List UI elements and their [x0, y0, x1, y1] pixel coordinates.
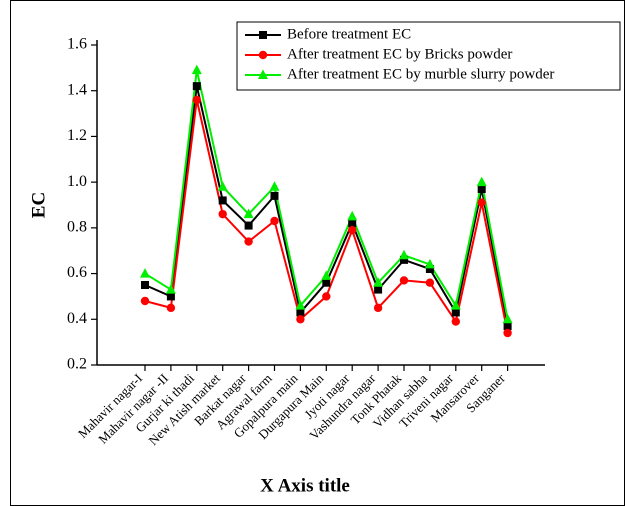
data-point	[348, 225, 357, 235]
data-point	[451, 317, 460, 326]
data-point	[296, 315, 305, 324]
data-point	[425, 265, 434, 273]
data-point	[399, 249, 409, 260]
data-point	[269, 181, 280, 191]
y-tick-label: 0.6	[67, 264, 87, 281]
data-point	[165, 284, 176, 294]
y-axis-title: EC	[28, 192, 49, 218]
legend-label: Before treatment EC	[287, 26, 411, 42]
data-point	[347, 210, 358, 221]
y-tick-label: 1.6	[67, 36, 87, 53]
legend-label: After treatment EC by Bricks powder	[287, 46, 512, 62]
data-point	[141, 281, 149, 289]
data-point	[476, 176, 487, 187]
data-point	[270, 191, 279, 200]
data-point	[450, 300, 461, 310]
data-point	[218, 209, 227, 219]
data-point	[166, 292, 175, 301]
data-point	[425, 278, 435, 287]
data-point	[502, 313, 513, 324]
data-point	[140, 296, 150, 306]
y-tick-label: 0.2	[67, 356, 87, 373]
data-point	[374, 285, 383, 294]
legend-box	[236, 21, 621, 91]
data-point	[192, 95, 201, 105]
data-point	[477, 185, 486, 193]
y-tick-label: 1.4	[67, 81, 87, 98]
data-point	[217, 181, 228, 191]
data-point	[166, 303, 176, 313]
y-tick-label: 0.4	[67, 310, 87, 327]
data-point	[244, 237, 253, 246]
y-tick-label: 1.0	[67, 173, 87, 190]
data-point	[503, 322, 512, 331]
data-point	[322, 278, 331, 287]
legend-marker	[259, 31, 267, 39]
data-point	[218, 196, 227, 205]
data-point	[192, 82, 201, 91]
y-tick-label: 1.2	[67, 127, 87, 144]
data-point	[477, 198, 486, 207]
legend-marker	[258, 69, 268, 79]
y-tick-label: 0.8	[67, 219, 87, 236]
data-point	[373, 277, 384, 287]
data-point	[321, 270, 332, 280]
data-point	[451, 308, 460, 317]
series-line	[144, 85, 509, 327]
x-axis-title: X Axis title	[260, 475, 350, 496]
data-point	[140, 268, 150, 278]
data-point	[322, 292, 331, 301]
data-point	[270, 216, 279, 226]
data-point	[373, 303, 383, 313]
data-point	[243, 208, 254, 219]
data-point	[348, 219, 357, 228]
data-point	[399, 276, 409, 285]
legend-label: After treatment EC by murble slurry powd…	[287, 66, 554, 82]
data-point	[191, 64, 202, 75]
data-point	[503, 328, 512, 338]
data-point	[295, 300, 306, 310]
legend-marker	[258, 50, 268, 60]
data-point	[400, 255, 408, 264]
data-point	[296, 308, 305, 317]
data-point	[244, 221, 253, 230]
data-point	[424, 258, 435, 269]
